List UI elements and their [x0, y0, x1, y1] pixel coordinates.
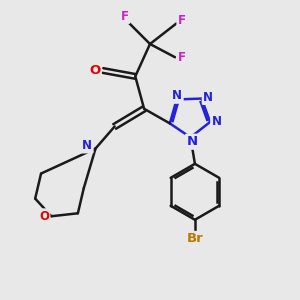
Text: F: F [121, 10, 129, 22]
Text: Br: Br [187, 232, 203, 245]
Text: N: N [186, 135, 197, 148]
Text: N: N [212, 116, 222, 128]
Text: N: N [82, 139, 92, 152]
Text: O: O [39, 210, 49, 223]
Text: F: F [178, 51, 185, 64]
Text: F: F [178, 14, 186, 27]
Text: N: N [172, 89, 182, 102]
Text: O: O [89, 64, 100, 77]
Text: N: N [203, 91, 213, 103]
